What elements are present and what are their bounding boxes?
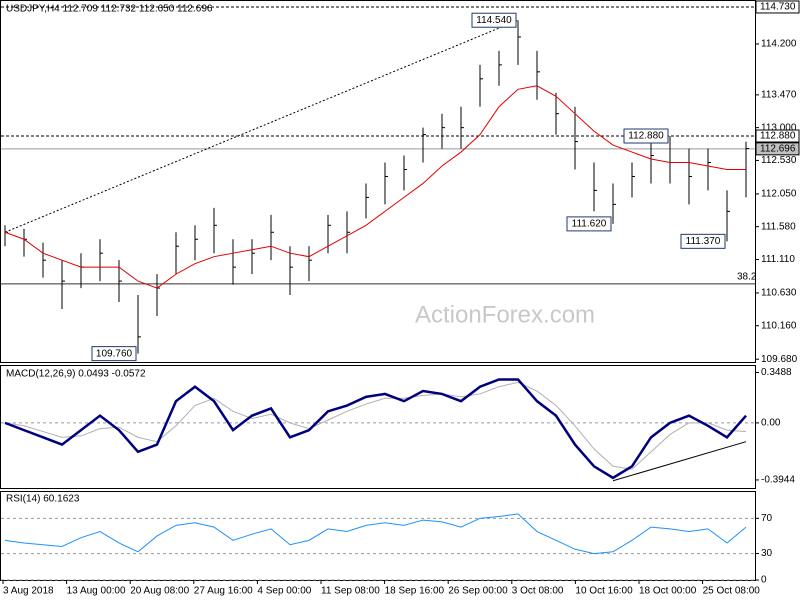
y-tick-label: -0.3944: [761, 475, 795, 486]
y-tick-label: 109.680: [761, 354, 798, 365]
callout-box: [680, 233, 726, 249]
x-tick-label: 4 Sep 00:00: [257, 586, 311, 597]
x-tick-label: 18 Oct 00:00: [639, 586, 697, 597]
x-tick-label: 26 Sep 00:00: [448, 586, 508, 597]
x-tick-label: 3 Aug 2018: [3, 586, 54, 597]
callout-label: 111.370: [686, 236, 721, 247]
level-label: 114.730: [760, 2, 796, 13]
rsi-panel: [0, 491, 756, 581]
callout-label: 111.620: [572, 219, 607, 230]
level-label-box: [755, 0, 800, 14]
x-tick-label: 11 Sep 08:00: [321, 586, 380, 597]
y-tick-label: 113.000: [761, 122, 797, 133]
y-tick-label: 30: [761, 548, 773, 559]
watermark: ActionForex.com: [415, 301, 595, 328]
macd-line: [4, 378, 747, 480]
x-tick-label: 18 Sep 16:00: [385, 586, 445, 597]
level-label-box: [755, 129, 800, 143]
fib-label: 38.2: [737, 272, 757, 283]
x-tick-label: 10 Oct 16:00: [575, 586, 633, 597]
x-tick-label: 3 Oct 08:00: [512, 586, 564, 597]
level-label-box: [755, 142, 800, 156]
price-panel: [0, 0, 756, 363]
y-tick-label: 0.00: [761, 418, 781, 429]
y-tick-label: 110.160: [761, 320, 797, 331]
y-tick-label: 114.200: [761, 39, 797, 50]
callout-label: 109.760: [96, 348, 133, 359]
level-label: 112.696: [760, 143, 796, 154]
macd-panel: [0, 365, 756, 489]
y-tick-label: 0.3488: [761, 367, 792, 378]
y-tick-label: 111.580: [761, 221, 796, 232]
moving-average: [4, 85, 746, 289]
y-tick-label: 70: [761, 513, 773, 524]
x-tick-label: 20 Aug 08:00: [130, 586, 189, 597]
callout-box: [566, 216, 612, 232]
x-tick-label: 25 Oct 08:00: [703, 586, 761, 597]
trendline: [4, 19, 519, 233]
x-tick-label: 13 Aug 00:00: [67, 586, 126, 597]
y-tick-label: 110.630: [761, 288, 797, 299]
y-tick-label: 112.050: [761, 189, 797, 200]
y-tick-label: 113.470: [761, 89, 797, 100]
trendline: [612, 441, 747, 482]
x-tick-label: 27 Aug 16:00: [194, 586, 253, 597]
macd-title: MACD(12,26,9) 0.0493 -0.0572: [6, 369, 146, 380]
y-tick-label: 112.530: [761, 155, 797, 166]
callout-label: 114.540: [476, 15, 512, 26]
rsi-line: [4, 513, 747, 555]
y-tick-label: 111.110: [761, 254, 795, 265]
signal-line: [4, 381, 747, 470]
callout-box: [91, 346, 137, 362]
y-tick-label: 0: [761, 575, 767, 586]
callout-label: 112.880: [628, 131, 664, 142]
level-label: 112.880: [760, 131, 796, 142]
callout-box: [471, 12, 517, 28]
price-title: USDJPY,H4 112.709 112.732 112.650 112.69…: [6, 4, 213, 15]
rsi-title: RSI(14) 60.1623: [6, 494, 80, 505]
callout-box: [623, 128, 669, 144]
